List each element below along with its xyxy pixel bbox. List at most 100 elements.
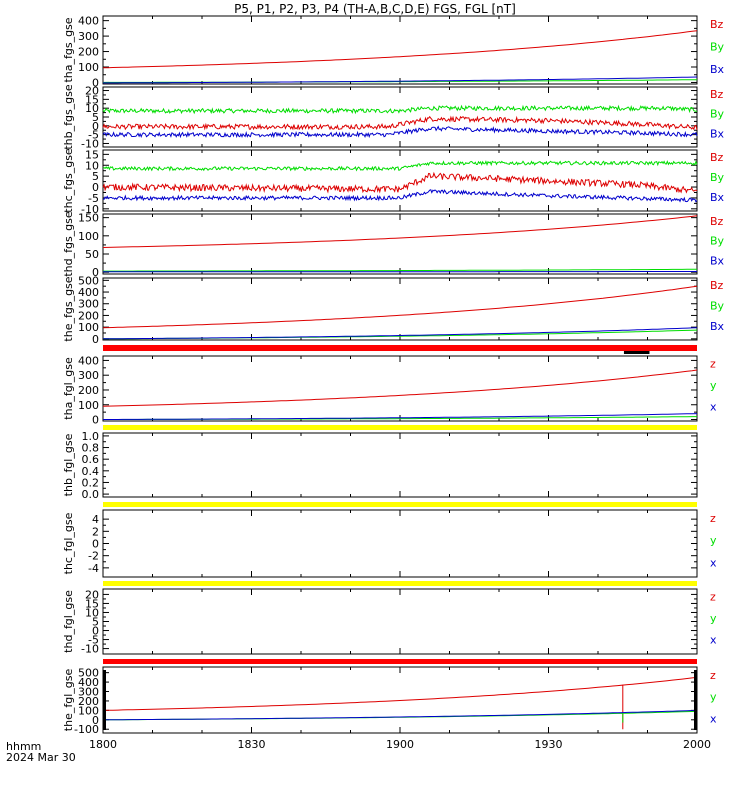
series-the_fgs_gse-Bz [102, 285, 698, 329]
ytick-label-thd_fgs_gse-2: 50 [85, 248, 99, 261]
ytick-label-thd_fgl_gse-0: 20 [85, 588, 99, 601]
ytick-label-thd_fgl_gse-1: 15 [85, 597, 99, 610]
status-bar-3 [103, 581, 697, 586]
ytick-label-thd_fgl_gse-5: -5 [88, 634, 99, 647]
ytick-label-tha_fgl_gse-1: 300 [78, 369, 99, 382]
series-the_fgl_gse-x [103, 709, 698, 721]
ytick-label-the_fgs_gse-4: 100 [78, 321, 99, 334]
ytick-label-the_fgl_gse-5: 0 [92, 714, 99, 727]
xtick-label-4: 2000 [683, 738, 711, 751]
series-tha_fgl_gse-x [103, 413, 698, 420]
legend-thc_fgl_gse-x: x [710, 556, 717, 569]
series-tha_fgs_gse-Bz [102, 30, 698, 69]
legend-the_fgs_gse-By: By [710, 300, 725, 313]
series-thc_fgs_gse-Bx [102, 189, 698, 203]
panel-frame-thb_fgl_gse [102, 432, 698, 498]
ytick-label-the_fgs_gse-1: 400 [78, 286, 99, 299]
legend-the_fgs_gse-Bx: Bx [710, 320, 725, 333]
ytick-label-thb_fgs_gse-0: 20 [85, 85, 99, 98]
ytick-label-tha_fgl_gse-2: 200 [78, 384, 99, 397]
ytick-label-thd_fgl_gse-2: 10 [85, 606, 99, 619]
ylabel-thb_fgs_gse: thb_fgs_gse [62, 84, 75, 150]
series-thc_fgs_gse-Bz [102, 171, 698, 194]
ytick-label-thc_fgs_gse-5: -10 [81, 203, 99, 216]
legend-thb_fgs_gse-Bz: Bz [710, 88, 724, 101]
legend-thd_fgl_gse-z: z [710, 591, 716, 604]
legend-tha_fgs_gse-By: By [710, 41, 725, 54]
legend-thd_fgs_gse-By: By [710, 235, 725, 248]
ytick-label-thb_fgs_gse-1: 15 [85, 93, 99, 106]
panel-frame-thc_fgl_gse [102, 509, 698, 578]
ylabel-thd_fgl_gse: thd_fgl_gse [62, 590, 75, 653]
panel-frame-tha_fgs_gse [102, 15, 698, 85]
status-bar-1 [103, 425, 697, 430]
ytick-label-thc_fgs_gse-4: -5 [88, 192, 99, 205]
xtick-label-1: 1830 [238, 738, 266, 751]
legend-thd_fgs_gse-Bz: Bz [710, 215, 724, 228]
ylabel-the_fgl_gse: the_fgl_gse [62, 669, 75, 732]
ytick-label-thb_fgl_gse-2: 0.6 [82, 453, 100, 466]
ytick-label-the_fgs_gse-0: 500 [78, 274, 99, 287]
ytick-label-tha_fgs_gse-1: 300 [78, 30, 99, 43]
panel-frame-tha_fgl_gse [102, 355, 698, 422]
legend-the_fgs_gse-Bz: Bz [710, 279, 724, 292]
status-mark-0-0 [623, 351, 650, 354]
series-the_fgl_gse-z [102, 676, 698, 730]
ytick-label-thb_fgs_gse-4: 0 [92, 120, 99, 133]
ytick-label-thb_fgl_gse-4: 0.2 [82, 476, 100, 489]
ytick-label-thd_fgs_gse-0: 150 [78, 212, 99, 225]
ylabel-thc_fgs_gse: thc_fgs_gse [62, 148, 75, 213]
left-edge-marker [103, 670, 106, 730]
ytick-label-thb_fgl_gse-1: 0.8 [82, 442, 100, 455]
ytick-label-tha_fgl_gse-0: 400 [78, 354, 99, 367]
xtick-label-3: 1930 [535, 738, 563, 751]
ytick-label-thd_fgs_gse-3: 0 [92, 266, 99, 279]
ytick-label-thd_fgs_gse-1: 100 [78, 230, 99, 243]
legend-thd_fgl_gse-x: x [710, 634, 717, 647]
legend-the_fgl_gse-z: z [710, 669, 716, 682]
series-thb_fgs_gse-Bz [102, 115, 698, 131]
series-tha_fgs_gse-Bx [103, 76, 698, 84]
ytick-label-thd_fgl_gse-4: 0 [92, 625, 99, 638]
ytick-label-thb_fgs_gse-2: 10 [85, 102, 99, 115]
series-thb_fgs_gse-Bx [102, 125, 698, 139]
ytick-label-thc_fgl_gse-0: 4 [92, 513, 99, 526]
ylabel-tha_fgs_gse: tha_fgs_gse [62, 17, 75, 82]
ytick-label-thd_fgl_gse-6: -10 [81, 643, 99, 656]
ytick-label-tha_fgs_gse-0: 400 [78, 15, 99, 28]
ytick-label-thc_fgl_gse-4: -4 [88, 562, 99, 575]
xtick-label-2: 1900 [386, 738, 414, 751]
legend-thc_fgs_gse-Bx: Bx [710, 191, 725, 204]
ytick-label-thb_fgl_gse-3: 0.4 [82, 465, 100, 478]
ytick-label-thb_fgs_gse-6: -10 [81, 137, 99, 150]
ytick-label-thb_fgs_gse-5: -5 [88, 129, 99, 142]
legend-tha_fgs_gse-Bz: Bz [710, 18, 724, 31]
ytick-label-tha_fgs_gse-4: 0 [92, 76, 99, 89]
ytick-label-tha_fgl_gse-4: 0 [92, 414, 99, 427]
ytick-label-thb_fgs_gse-3: 5 [92, 111, 99, 124]
ytick-label-the_fgl_gse-2: 300 [78, 686, 99, 699]
ylabel-tha_fgl_gse: tha_fgl_gse [62, 357, 75, 420]
legend-tha_fgl_gse-x: x [710, 401, 717, 414]
legend-thc_fgs_gse-Bz: Bz [710, 151, 724, 164]
chart-title: P5, P1, P2, P3, P4 (TH-A,B,C,D,E) FGS, F… [234, 2, 516, 16]
ylabel-thb_fgl_gse: thb_fgl_gse [62, 433, 75, 496]
status-bar-0 [103, 345, 697, 351]
ytick-label-thb_fgl_gse-0: 1.0 [82, 430, 100, 443]
series-tha_fgl_gse-z [102, 369, 698, 407]
legend-thb_fgs_gse-By: By [710, 108, 725, 121]
ytick-label-thc_fgs_gse-3: 0 [92, 181, 99, 194]
ytick-label-the_fgs_gse-5: 0 [92, 333, 99, 346]
panel-frame-thb_fgs_gse [102, 86, 698, 148]
ytick-label-tha_fgs_gse-2: 200 [78, 46, 99, 59]
status-bar-2 [103, 502, 697, 507]
ylabel-thc_fgl_gse: thc_fgl_gse [62, 512, 75, 574]
ytick-label-thb_fgl_gse-5: 0.0 [82, 488, 100, 501]
ytick-label-the_fgl_gse-0: 500 [78, 667, 99, 680]
ytick-label-thc_fgs_gse-1: 10 [85, 159, 99, 172]
series-thd_fgs_gse-By [103, 268, 697, 272]
legend-thc_fgs_gse-By: By [710, 171, 725, 184]
status-bar-4 [103, 659, 697, 664]
legend-the_fgl_gse-x: x [710, 712, 717, 725]
ytick-label-the_fgl_gse-6: -100 [74, 723, 99, 736]
